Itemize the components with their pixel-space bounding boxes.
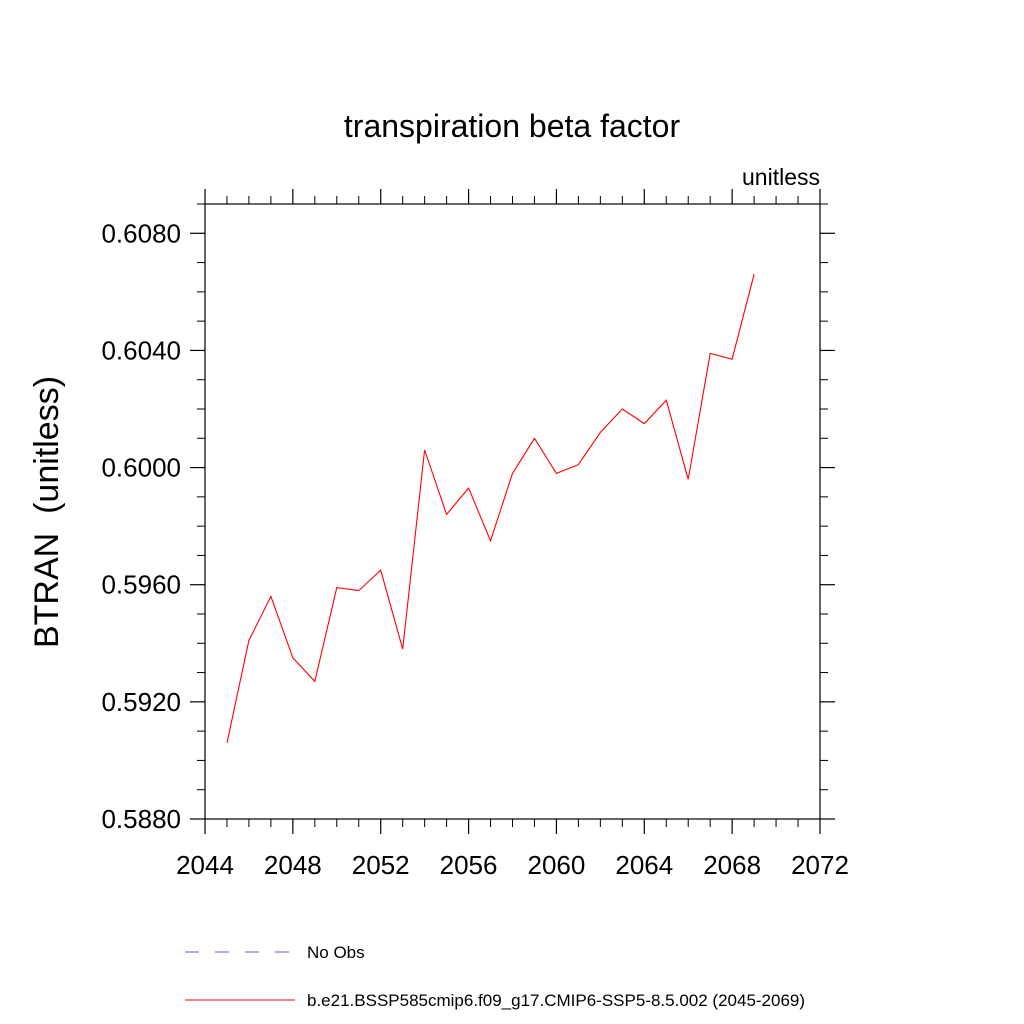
y-tick-label: 0.6040 xyxy=(101,335,181,365)
y-tick-label: 0.6080 xyxy=(101,218,181,248)
y-tick-label: 0.5960 xyxy=(101,570,181,600)
y-tick-label: 0.6000 xyxy=(101,453,181,483)
x-tick-label: 2072 xyxy=(791,850,849,880)
x-tick-label: 2064 xyxy=(615,850,673,880)
series-line-1 xyxy=(226,274,755,744)
x-tick-label: 2060 xyxy=(528,850,586,880)
x-tick-label: 2056 xyxy=(440,850,498,880)
x-tick-label: 2052 xyxy=(352,850,410,880)
series-lines xyxy=(226,274,755,744)
x-tick-label: 2044 xyxy=(176,850,234,880)
x-tick-label: 2048 xyxy=(264,850,322,880)
axis-tick-labels: 2044 2048 2052 2056 2060 2064 2068 2072 0.5880 0.… xyxy=(101,218,848,880)
y-axis-label: BTRAN (unitless) xyxy=(28,376,66,648)
legend-label-0: No Obs xyxy=(307,943,365,962)
x-tick-label: 2068 xyxy=(703,850,761,880)
legend: No Obs b.e21.BSSP585cmip6.f09_g17.CMIP6-S… xyxy=(185,943,805,1010)
y-tick-label: 0.5880 xyxy=(101,804,181,834)
y-tick-label: 0.5920 xyxy=(101,687,181,717)
axis-ticks xyxy=(190,189,835,834)
plot-frame xyxy=(204,203,821,820)
units-label: unitless xyxy=(742,164,820,190)
chart-title: transpiration beta factor xyxy=(344,108,681,144)
legend-label-1: b.e21.BSSP585cmip6.f09_g17.CMIP6-SSP5-8.… xyxy=(307,991,805,1010)
